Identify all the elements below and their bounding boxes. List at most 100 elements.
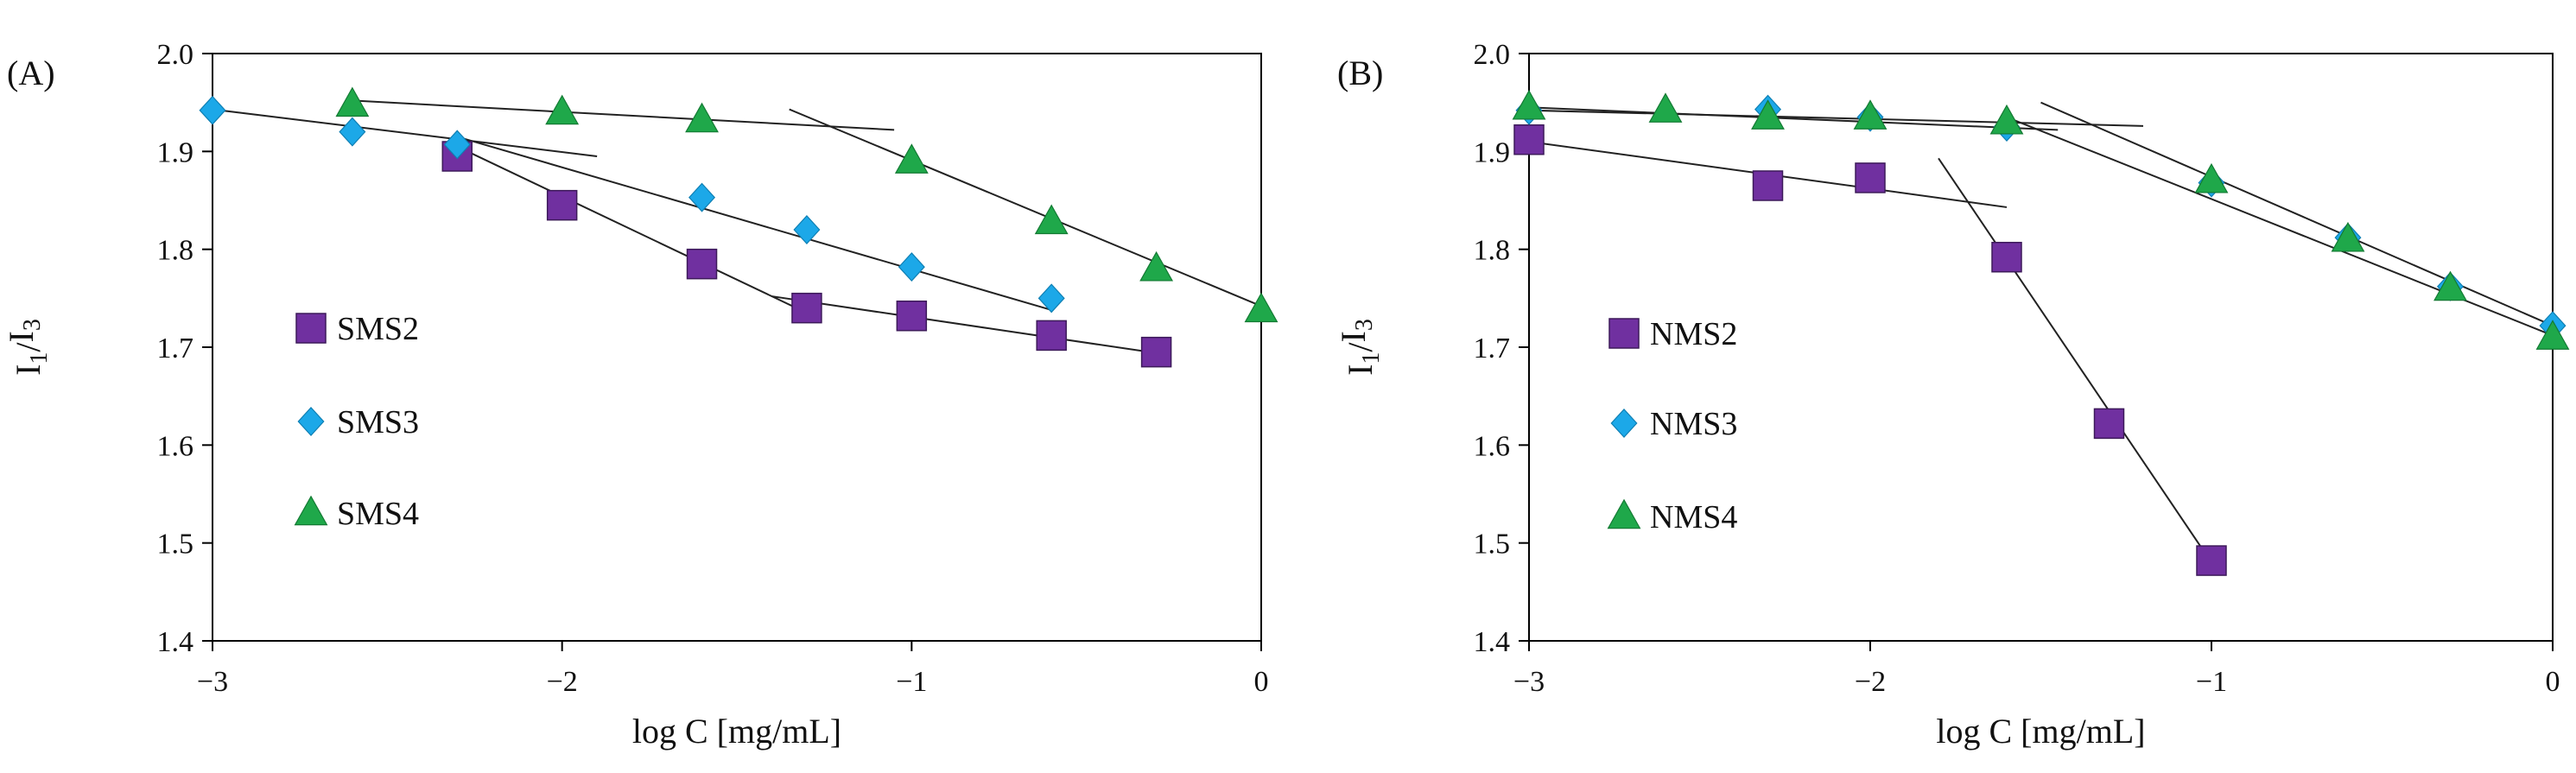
legend-entry: NMS4	[1607, 498, 1737, 535]
y-tick-label: 1.4	[157, 626, 194, 658]
y-tick-label: 1.8	[157, 235, 194, 267]
y-tick-label: 1.4	[1474, 626, 1511, 658]
x-tick-label: −2	[547, 666, 578, 698]
data-point	[546, 189, 578, 221]
fit-line	[456, 136, 1052, 311]
fit-line	[352, 99, 895, 131]
y-tick-label: 1.7	[157, 333, 194, 364]
data-point	[199, 95, 226, 125]
data-point	[1853, 99, 1888, 130]
data-point	[1034, 204, 1069, 235]
fit-line	[771, 295, 1157, 354]
fit-line	[789, 108, 1262, 307]
y-label-part: 3	[1351, 319, 1378, 331]
legend-label: SMS2	[337, 311, 419, 347]
legend-label: SMS3	[337, 404, 419, 440]
data-point	[335, 86, 370, 117]
legend-marker	[294, 495, 328, 526]
data-point	[2535, 320, 2570, 350]
data-point	[1751, 99, 1785, 130]
y-label-part: 1	[26, 352, 53, 364]
series-sms2	[441, 141, 1172, 368]
legend-marker	[297, 407, 325, 436]
data-point	[443, 130, 471, 160]
data-point	[1648, 92, 1683, 123]
fit-line	[212, 108, 598, 157]
data-point	[1139, 250, 1174, 282]
chart-panel-b: (B) 1.4 1.5 1.6 1.7 1.8 1.9 2.0 −3 −2 −1 0 log C [mg…	[1334, 39, 2570, 751]
fit-line	[1528, 106, 2059, 131]
legend-entry: NMS3	[1610, 406, 1737, 442]
legend-marker	[1610, 409, 1638, 438]
data-point	[2331, 221, 2365, 252]
data-point	[1512, 89, 1546, 120]
legend-entry: SMS4	[294, 495, 419, 532]
x-axis-label: log C [mg/mL]	[632, 712, 841, 751]
fit-line	[1938, 157, 2212, 563]
y-label-part: 3	[19, 319, 46, 331]
y-axis-label: I1/I3	[1334, 319, 1385, 376]
chart-panel-a: (A) 1.4 1.5 1.6 1.7 1.8 1.9 2.0 −3 −2 −1 0 log C [mg…	[2, 39, 1278, 751]
series-nms4	[1512, 89, 2570, 350]
y-axis-label: I1/I3	[2, 319, 53, 376]
x-tick-label: −3	[1513, 666, 1545, 698]
legend-marker	[1607, 498, 1641, 529]
data-point	[688, 182, 716, 212]
legend-entry: NMS2	[1608, 316, 1737, 352]
data-point	[545, 94, 580, 125]
y-label-part: /	[1341, 342, 1380, 352]
y-label-part: I	[2, 331, 41, 342]
data-point	[791, 292, 822, 324]
data-point	[1140, 336, 1172, 368]
y-axis-label-text: I1/I3	[2, 319, 53, 376]
data-point	[2196, 545, 2227, 576]
y-label-part: I	[9, 364, 48, 376]
y-tick-label: 2.0	[1474, 39, 1511, 71]
fit-line	[1528, 109, 2144, 127]
x-tick-label: −3	[197, 666, 228, 698]
y-tick-label: 1.8	[1474, 235, 1511, 267]
data-point	[898, 252, 925, 282]
y-tick-label: 1.7	[1474, 333, 1511, 364]
fit-line	[456, 145, 808, 314]
data-point	[894, 143, 929, 174]
data-point	[2093, 408, 2125, 440]
data-point	[1855, 162, 1886, 193]
x-tick-label: 0	[2546, 666, 2560, 698]
panel-label: (B)	[1337, 54, 1383, 92]
series-sms3	[199, 95, 1065, 314]
data-point	[1037, 283, 1065, 314]
data-point	[2194, 162, 2229, 193]
data-point	[2433, 270, 2467, 301]
y-tick-label: 2.0	[157, 39, 194, 71]
y-label-part: I	[1334, 331, 1373, 342]
data-point	[686, 248, 718, 280]
y-tick-label: 1.6	[157, 430, 194, 462]
legend-label: NMS4	[1650, 499, 1737, 535]
x-axis-label: log C [mg/mL]	[1936, 712, 2145, 751]
legend-label: NMS2	[1650, 316, 1737, 352]
x-tick-label: −1	[896, 666, 927, 698]
y-tick-label: 1.5	[1474, 529, 1511, 561]
data-point	[685, 102, 719, 133]
y-tick-label: 1.5	[157, 529, 194, 561]
data-point	[1989, 104, 2024, 135]
y-label-part: /	[9, 342, 48, 352]
data-point	[339, 117, 366, 147]
panel-label: (A)	[7, 54, 55, 92]
y-tick-label: 1.9	[1474, 136, 1511, 168]
data-point	[1752, 170, 1784, 201]
data-point	[896, 300, 928, 332]
y-axis-label-text: I1/I3	[1334, 319, 1385, 376]
x-tick-label: 0	[1254, 666, 1269, 698]
y-tick-label: 1.6	[1474, 430, 1511, 462]
data-point	[1244, 292, 1278, 323]
legend-label: SMS4	[337, 496, 419, 532]
legend-label: NMS3	[1650, 406, 1737, 442]
x-tick-label: −2	[1855, 666, 1886, 698]
legend-marker	[295, 313, 327, 344]
legend-entry: SMS3	[297, 404, 419, 440]
data-point	[793, 215, 821, 244]
y-label-part: 1	[1358, 352, 1385, 364]
